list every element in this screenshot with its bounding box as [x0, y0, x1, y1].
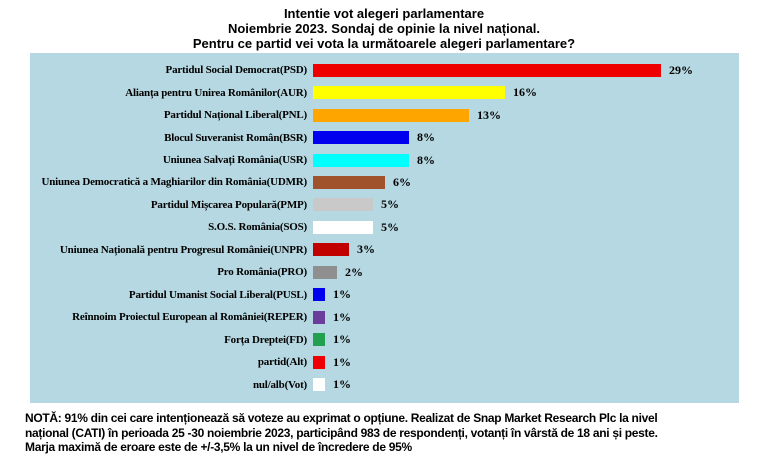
bar	[313, 333, 325, 347]
category-label: nul/alb(Vot)	[252, 378, 307, 391]
value-label: 8%	[417, 130, 435, 145]
bar-row: Partidul Social Democrat(PSD) 29%	[30, 59, 739, 81]
bar	[313, 288, 325, 302]
bar-row: Blocul Suveranist Român(BSR) 8%	[30, 127, 739, 149]
bar-chart-plot-area: Partidul Social Democrat(PSD) 29% Alianța …	[30, 53, 739, 403]
category-label: Blocul Suveranist Român(BSR)	[164, 131, 307, 144]
bar	[313, 86, 505, 100]
value-label: 2%	[345, 264, 363, 279]
category-label: Uniunea Salvați România(USR)	[162, 154, 307, 167]
value-label: 13%	[477, 107, 501, 122]
value-label: 29%	[669, 62, 693, 77]
footnote-line-3: Marja maximă de eroare este de +/-3,5% l…	[25, 440, 412, 455]
value-label: 1%	[333, 309, 351, 324]
bar	[313, 378, 325, 392]
value-label: 1%	[333, 377, 351, 392]
value-label: 8%	[417, 152, 435, 167]
bar-row: Partidul Național Liberal(PNL) 13%	[30, 104, 739, 126]
value-label: 1%	[333, 354, 351, 369]
value-label: 5%	[381, 219, 399, 234]
bar-row: Partidul Mișcarea Populară(PMP) 5%	[30, 194, 739, 216]
bar	[313, 198, 373, 212]
bar	[313, 108, 469, 122]
chart-title-line-2: Noiembrie 2023. Sondaj de opinie la nive…	[227, 21, 541, 36]
bar	[313, 153, 409, 167]
value-label: 3%	[357, 242, 375, 257]
bar-row: Uniunea Salvați România(USR) 8%	[30, 149, 739, 171]
bar-row: nul/alb(Vot) 1%	[30, 374, 739, 396]
bar	[313, 131, 409, 145]
bar-row: Forța Dreptei(FD) 1%	[30, 329, 739, 351]
bar	[313, 220, 373, 234]
category-label: Reînnoim Proiectul European al României(…	[72, 311, 307, 324]
category-label: Partidul Mișcarea Populară(PMP)	[150, 198, 307, 211]
bar-row: S.O.S. România(SOS) 5%	[30, 216, 739, 238]
footnote: NOTĂ: 91% din cei care intenționează să …	[25, 411, 765, 455]
bar	[313, 63, 661, 77]
category-label: partid(Alt)	[257, 356, 307, 369]
category-label: S.O.S. România(SOS)	[208, 221, 307, 234]
category-label: Uniunea Națională pentru Progresul Român…	[59, 243, 307, 256]
value-label: 5%	[381, 197, 399, 212]
category-label: Alianța pentru Unirea Românilor(AUR)	[125, 86, 307, 99]
bar	[313, 243, 349, 257]
chart-title-line-1: Intentie vot alegeri parlamentare	[283, 6, 485, 21]
footnote-line-2: național (CATI) în perioada 25 -30 noiem…	[25, 425, 658, 440]
category-label: Uniunea Democratică a Maghiarilor din Ro…	[41, 176, 308, 189]
value-label: 6%	[393, 174, 411, 189]
bar-row: Partidul Umanist Social Liberal(PUSL) 1%	[30, 284, 739, 306]
value-label: 16%	[513, 85, 537, 100]
bar-row: Pro România(PRO) 2%	[30, 261, 739, 283]
value-label: 1%	[333, 287, 351, 302]
chart-title: Intentie vot alegeri parlamentare Noiemb…	[0, 6, 768, 51]
bar	[313, 265, 337, 279]
bar-row: Alianța pentru Unirea Românilor(AUR) 16%	[30, 82, 739, 104]
chart-title-line-3: Pentru ce partid vei vota la următoarele…	[192, 36, 576, 51]
bar-row: Uniunea Națională pentru Progresul Român…	[30, 239, 739, 261]
category-label: Partidul Social Democrat(PSD)	[165, 64, 308, 77]
bar	[313, 175, 385, 189]
footnote-line-1: NOTĂ: 91% din cei care intenționează să …	[25, 411, 658, 425]
bar	[313, 310, 325, 324]
bar	[313, 355, 325, 369]
bar-row: Uniunea Democratică a Maghiarilor din Ro…	[30, 171, 739, 193]
category-label: Pro România(PRO)	[217, 266, 307, 279]
bar-row: partid(Alt) 1%	[30, 351, 739, 373]
category-label: Forța Dreptei(FD)	[224, 333, 307, 346]
category-label: Partidul Umanist Social Liberal(PUSL)	[128, 288, 307, 301]
bar-row: Reînnoim Proiectul European al României(…	[30, 306, 739, 328]
category-label: Partidul Național Liberal(PNL)	[163, 109, 307, 122]
value-label: 1%	[333, 332, 351, 347]
